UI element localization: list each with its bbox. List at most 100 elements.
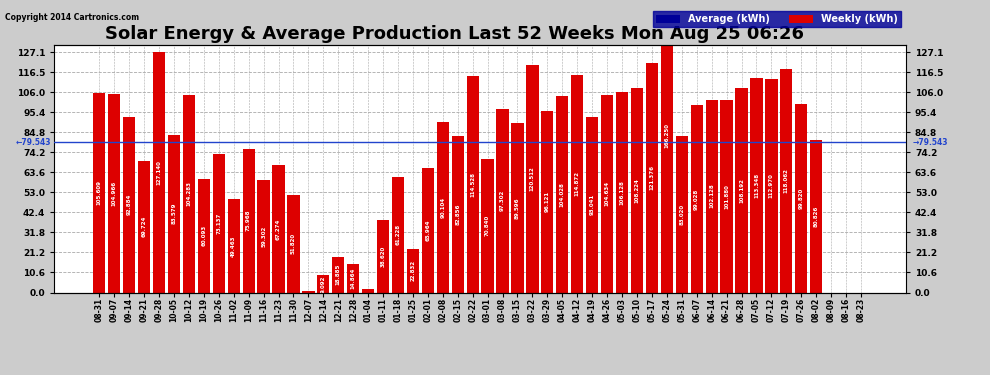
Bar — [780, 69, 792, 292]
Text: 61.228: 61.228 — [395, 224, 401, 245]
Text: 69.724: 69.724 — [142, 216, 147, 237]
Text: 59.302: 59.302 — [261, 226, 266, 247]
Text: 96.121: 96.121 — [544, 191, 549, 212]
Bar — [466, 76, 479, 292]
Text: 105.609: 105.609 — [97, 180, 102, 205]
Bar — [765, 79, 777, 292]
Title: Solar Energy & Average Production Last 52 Weeks Mon Aug 25 06:26: Solar Energy & Average Production Last 5… — [105, 26, 804, 44]
Bar — [392, 177, 404, 292]
Bar — [198, 179, 210, 292]
Text: 73.137: 73.137 — [216, 213, 221, 234]
Bar — [257, 180, 269, 292]
Bar — [302, 291, 315, 292]
Text: 114.872: 114.872 — [575, 171, 580, 196]
Text: 101.880: 101.880 — [724, 184, 729, 209]
Bar — [287, 195, 300, 292]
Bar — [332, 257, 345, 292]
Bar — [272, 165, 285, 292]
Text: 70.840: 70.840 — [485, 215, 490, 236]
Text: 89.596: 89.596 — [515, 197, 520, 219]
Bar — [243, 149, 254, 292]
Text: 113.348: 113.348 — [754, 173, 759, 198]
Text: 104.283: 104.283 — [186, 182, 191, 207]
Bar — [660, 0, 673, 292]
Bar — [228, 199, 240, 292]
Text: 90.104: 90.104 — [441, 197, 446, 218]
Text: 114.528: 114.528 — [470, 172, 475, 197]
Text: 166.250: 166.250 — [664, 123, 669, 148]
Bar — [347, 264, 359, 292]
Text: 99.028: 99.028 — [694, 188, 699, 210]
Text: 83.579: 83.579 — [171, 203, 176, 224]
Text: 112.970: 112.970 — [769, 173, 774, 198]
Text: →79.543: →79.543 — [913, 138, 948, 147]
Bar — [108, 94, 121, 292]
Text: 83.020: 83.020 — [679, 204, 684, 225]
Text: 38.620: 38.620 — [380, 245, 385, 267]
Text: 22.832: 22.832 — [411, 260, 416, 282]
Bar — [542, 111, 553, 292]
Bar — [496, 109, 509, 292]
Bar — [512, 123, 524, 292]
Text: 67.274: 67.274 — [276, 218, 281, 240]
Bar — [362, 289, 374, 292]
Bar — [795, 104, 808, 292]
Text: 108.224: 108.224 — [635, 178, 640, 203]
Bar — [451, 136, 464, 292]
Text: 65.964: 65.964 — [426, 219, 431, 241]
Bar — [721, 100, 733, 292]
Text: 97.302: 97.302 — [500, 190, 505, 211]
Bar — [481, 159, 494, 292]
Bar — [810, 140, 823, 292]
Bar — [123, 117, 136, 292]
Text: 75.968: 75.968 — [247, 210, 251, 231]
Bar — [616, 92, 629, 292]
Text: 82.856: 82.856 — [455, 204, 460, 225]
Bar — [183, 96, 195, 292]
Text: 102.128: 102.128 — [709, 184, 714, 209]
Bar — [750, 78, 762, 292]
Bar — [586, 117, 598, 292]
Bar — [691, 105, 703, 292]
Text: ←79.543: ←79.543 — [16, 138, 51, 147]
Text: 104.966: 104.966 — [112, 181, 117, 206]
Bar — [213, 154, 225, 292]
Bar — [138, 161, 150, 292]
Bar — [675, 136, 688, 292]
Bar — [407, 249, 419, 292]
Bar — [317, 275, 330, 292]
Text: 14.864: 14.864 — [350, 268, 355, 289]
Text: 121.376: 121.376 — [649, 165, 654, 190]
Bar — [736, 88, 747, 292]
Text: 99.820: 99.820 — [799, 188, 804, 209]
Text: 108.192: 108.192 — [740, 178, 744, 203]
Bar — [168, 135, 180, 292]
Text: 104.634: 104.634 — [605, 181, 610, 206]
Bar — [422, 168, 434, 292]
Text: 93.041: 93.041 — [590, 194, 595, 215]
Text: 80.826: 80.826 — [814, 206, 819, 227]
Text: 51.820: 51.820 — [291, 233, 296, 254]
Bar — [527, 65, 539, 292]
Bar — [571, 75, 583, 292]
Bar — [556, 96, 568, 292]
Text: 49.463: 49.463 — [232, 235, 237, 256]
Text: 106.128: 106.128 — [620, 180, 625, 205]
Bar — [645, 63, 658, 292]
Bar — [152, 52, 165, 292]
Text: 60.093: 60.093 — [201, 225, 206, 246]
Text: 120.512: 120.512 — [530, 166, 535, 191]
Text: Copyright 2014 Cartronics.com: Copyright 2014 Cartronics.com — [5, 13, 139, 22]
Text: 92.884: 92.884 — [127, 194, 132, 216]
Bar — [437, 122, 448, 292]
Text: 118.062: 118.062 — [784, 168, 789, 194]
Bar — [93, 93, 105, 292]
Legend: Average (kWh), Weekly (kWh): Average (kWh), Weekly (kWh) — [652, 12, 901, 27]
Text: 18.885: 18.885 — [336, 264, 341, 285]
Text: 127.140: 127.140 — [156, 160, 161, 185]
Text: 104.028: 104.028 — [559, 182, 565, 207]
Bar — [706, 99, 718, 292]
Bar — [601, 95, 613, 292]
Bar — [377, 219, 389, 292]
Bar — [631, 88, 644, 292]
